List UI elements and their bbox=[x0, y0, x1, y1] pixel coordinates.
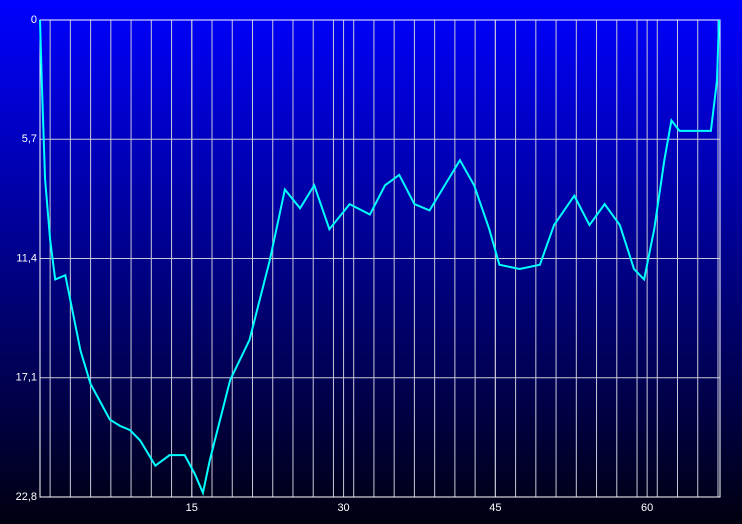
x-tick-label: 60 bbox=[641, 502, 653, 514]
x-tick-label: 45 bbox=[489, 502, 501, 514]
y-tick-label: 0 bbox=[31, 14, 37, 26]
y-tick-label: 22,8 bbox=[16, 491, 37, 503]
y-tick-label: 17,1 bbox=[16, 372, 37, 384]
y-tick-label: 11,4 bbox=[16, 252, 37, 264]
x-tick-label: 15 bbox=[186, 502, 198, 514]
x-tick-label: 30 bbox=[337, 502, 349, 514]
y-tick-label: 5,7 bbox=[22, 133, 37, 145]
depth-line bbox=[39, 19, 720, 497]
plot-frame bbox=[39, 19, 721, 498]
